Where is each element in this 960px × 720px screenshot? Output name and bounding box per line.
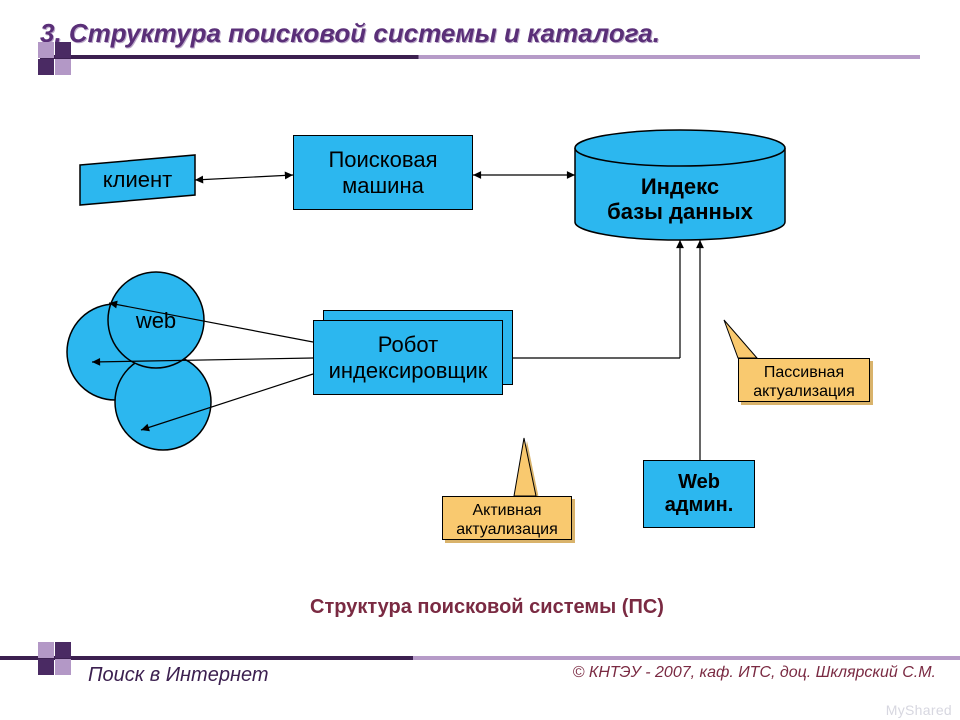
copyright: © КНТЭУ - 2007, каф. ИТС, доц. Шклярский… xyxy=(573,664,936,682)
decor-square xyxy=(55,642,71,658)
footer-label: Поиск в Интернет xyxy=(88,664,269,687)
node-robot: Роботиндексировщик xyxy=(313,320,503,395)
decor-square xyxy=(55,59,71,75)
callout-active: Активнаяактуализация xyxy=(442,496,572,540)
title-bar: 3. Структура поисковой системы и каталог… xyxy=(40,18,920,59)
title-rule xyxy=(40,55,920,59)
watermark: MyShared xyxy=(886,702,952,718)
footer-rule xyxy=(0,656,960,660)
footer-squares xyxy=(38,642,72,676)
decor-square xyxy=(55,659,71,675)
title-squares xyxy=(38,42,72,76)
slide-title: 3. Структура поисковой системы и каталог… xyxy=(40,18,920,49)
node-search-engine: Поисковаямашина xyxy=(293,135,473,210)
diagram-caption: Структура поисковой системы (ПС) xyxy=(310,596,664,619)
footer: Поиск в Интернет © КНТЭУ - 2007, каф. ИТ… xyxy=(0,656,960,696)
decor-square xyxy=(55,42,71,58)
node-web-admin: Webадмин. xyxy=(643,460,755,528)
svg-text:web: web xyxy=(135,308,176,333)
decor-square xyxy=(38,59,54,75)
decor-square xyxy=(38,659,54,675)
slide: 3. Структура поисковой системы и каталог… xyxy=(0,0,960,720)
callout-passive: Пассивнаяактуализация xyxy=(738,358,870,402)
decor-square xyxy=(38,42,54,58)
node-index-label: Индексбазы данных xyxy=(575,158,785,240)
decor-square xyxy=(38,642,54,658)
node-client-label: клиент xyxy=(80,155,195,205)
